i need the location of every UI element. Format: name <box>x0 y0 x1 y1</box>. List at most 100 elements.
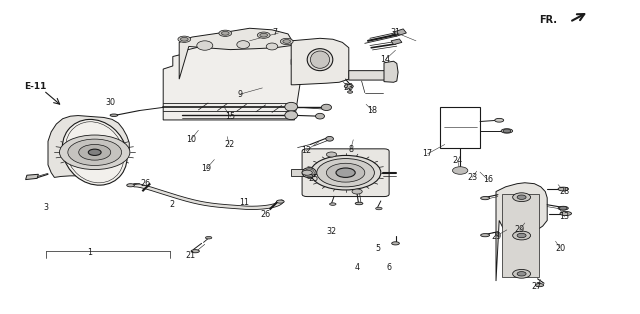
Circle shape <box>178 36 191 42</box>
Text: 17: 17 <box>422 149 433 158</box>
Ellipse shape <box>501 129 513 133</box>
Text: 14: 14 <box>380 55 390 64</box>
Text: 2: 2 <box>169 200 174 208</box>
Circle shape <box>513 269 531 278</box>
Ellipse shape <box>535 284 543 287</box>
Ellipse shape <box>376 207 382 210</box>
Text: 30: 30 <box>105 99 115 107</box>
Text: 7: 7 <box>273 29 278 37</box>
Text: 18: 18 <box>367 106 378 115</box>
Text: 8: 8 <box>348 145 353 154</box>
Circle shape <box>79 144 111 160</box>
Ellipse shape <box>191 250 200 253</box>
Text: 29: 29 <box>515 225 525 234</box>
Ellipse shape <box>127 184 134 187</box>
Text: 29: 29 <box>491 232 501 241</box>
Text: 23: 23 <box>467 173 477 182</box>
Circle shape <box>326 163 365 182</box>
Text: E-11: E-11 <box>24 82 47 91</box>
Ellipse shape <box>285 102 298 111</box>
Polygon shape <box>349 71 396 80</box>
Text: 21: 21 <box>186 252 196 260</box>
Text: 15: 15 <box>225 112 236 121</box>
Circle shape <box>180 37 188 41</box>
Text: 25: 25 <box>308 174 319 183</box>
Ellipse shape <box>558 206 568 210</box>
Ellipse shape <box>110 114 118 116</box>
Polygon shape <box>291 169 314 176</box>
Text: 28: 28 <box>559 187 570 196</box>
Circle shape <box>283 40 291 43</box>
Circle shape <box>452 167 468 174</box>
Text: 26: 26 <box>260 210 271 219</box>
Text: 1: 1 <box>87 248 92 257</box>
Ellipse shape <box>266 43 278 50</box>
Ellipse shape <box>321 104 332 111</box>
Ellipse shape <box>276 200 284 203</box>
Circle shape <box>219 30 232 36</box>
Circle shape <box>260 33 268 37</box>
Polygon shape <box>291 38 349 85</box>
Polygon shape <box>502 194 539 277</box>
Circle shape <box>559 206 567 210</box>
Text: FR.: FR. <box>539 15 557 25</box>
Text: 4: 4 <box>355 263 360 272</box>
Text: 24: 24 <box>452 156 463 165</box>
Text: 20: 20 <box>555 244 565 252</box>
Ellipse shape <box>348 91 353 93</box>
Ellipse shape <box>302 168 316 178</box>
Circle shape <box>513 231 531 240</box>
Circle shape <box>310 155 381 190</box>
Text: 3: 3 <box>44 203 49 212</box>
Polygon shape <box>48 116 129 177</box>
Text: 12: 12 <box>301 146 311 155</box>
Ellipse shape <box>62 119 127 185</box>
Circle shape <box>517 272 526 276</box>
Ellipse shape <box>285 111 298 120</box>
Circle shape <box>517 233 526 238</box>
Polygon shape <box>26 174 38 180</box>
Ellipse shape <box>307 49 333 71</box>
Ellipse shape <box>316 113 324 119</box>
Text: 22: 22 <box>224 140 234 149</box>
Circle shape <box>257 32 270 38</box>
Ellipse shape <box>560 212 572 215</box>
Polygon shape <box>394 29 406 36</box>
Ellipse shape <box>310 51 330 68</box>
Text: 16: 16 <box>483 175 493 184</box>
Circle shape <box>513 193 531 202</box>
Circle shape <box>302 170 312 175</box>
Ellipse shape <box>355 202 363 205</box>
Polygon shape <box>391 39 402 45</box>
Circle shape <box>68 139 122 165</box>
Ellipse shape <box>237 41 250 49</box>
Text: 6: 6 <box>387 263 392 272</box>
Circle shape <box>517 195 526 199</box>
Circle shape <box>326 152 337 157</box>
Ellipse shape <box>558 187 568 191</box>
Text: 23: 23 <box>344 84 354 92</box>
Polygon shape <box>496 183 547 281</box>
Text: 5: 5 <box>375 244 380 252</box>
Ellipse shape <box>205 236 212 239</box>
Text: 13: 13 <box>559 212 570 221</box>
Text: 19: 19 <box>201 165 211 173</box>
Ellipse shape <box>481 197 490 200</box>
Ellipse shape <box>481 234 490 237</box>
FancyBboxPatch shape <box>302 149 389 197</box>
Bar <box>440 107 480 148</box>
Polygon shape <box>163 41 301 120</box>
Ellipse shape <box>197 41 212 50</box>
Circle shape <box>280 38 293 45</box>
Text: 32: 32 <box>326 227 337 236</box>
Ellipse shape <box>304 169 314 176</box>
Circle shape <box>336 168 355 177</box>
Text: 31: 31 <box>390 29 401 37</box>
Circle shape <box>317 159 374 187</box>
Ellipse shape <box>392 242 399 245</box>
Ellipse shape <box>326 136 333 141</box>
Circle shape <box>503 129 511 133</box>
Ellipse shape <box>330 203 336 205</box>
Ellipse shape <box>344 84 353 88</box>
Text: 9: 9 <box>237 90 243 99</box>
